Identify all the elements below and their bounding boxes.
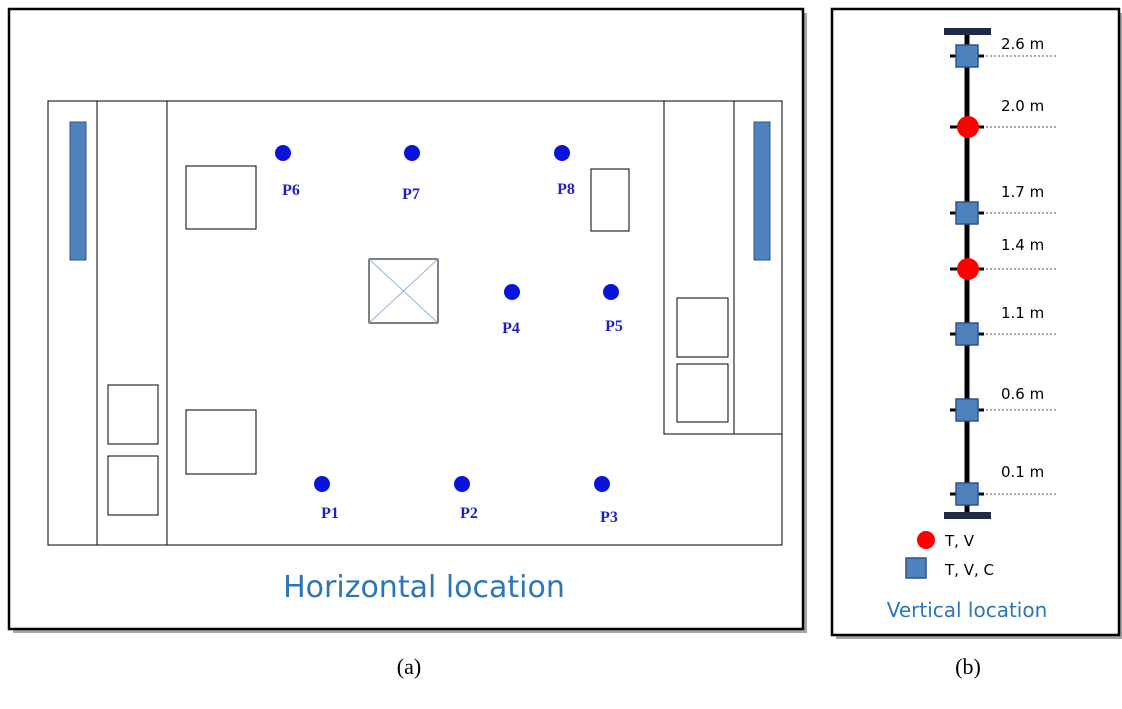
ceiling-diffuser-icon <box>368 258 439 324</box>
point-p5-marker <box>603 284 619 300</box>
panel-a: P1 P2 P3 P4 P5 P6 P7 P8 Horizontal locat… <box>7 7 807 633</box>
subfigure-label-b: (b) <box>955 654 981 679</box>
furniture-box <box>590 168 630 232</box>
point-p6-marker <box>275 145 291 161</box>
sensor-square-marker <box>955 322 979 346</box>
panel-b: 2.6 m 2.0 m 1.7 m 1.4 m 1.1 m 0.6 m 0.1 … <box>830 7 1122 639</box>
sensor-square-marker <box>955 398 979 422</box>
furniture-box <box>185 409 257 475</box>
pole-bottom-cap <box>944 512 991 519</box>
legend-circle-marker <box>917 531 935 549</box>
sensor-square-marker <box>955 482 979 506</box>
sensor-circle-marker <box>957 116 979 138</box>
right-wall-bar <box>753 121 771 261</box>
horizontal-location-caption: Horizontal location <box>283 570 565 605</box>
furniture-box <box>107 384 159 445</box>
height-leader-lines <box>986 55 1058 495</box>
point-p6-label: P6 <box>282 182 300 199</box>
pole-top-cap <box>944 28 991 35</box>
subfigure-label-a: (a) <box>397 654 421 679</box>
panel-b-frame <box>830 7 1121 637</box>
point-p8-marker <box>554 145 570 161</box>
furniture-box <box>107 455 159 516</box>
height-label: 0.1 m <box>1001 463 1044 481</box>
vertical-location-caption: Vertical location <box>887 598 1048 622</box>
sensor-square-marker <box>955 201 979 225</box>
height-label: 1.4 m <box>1001 236 1044 254</box>
sensor-square-marker <box>955 44 979 68</box>
furniture-box <box>185 165 257 230</box>
point-p4-label: P4 <box>502 320 520 337</box>
point-p2-marker <box>454 476 470 492</box>
legend-circle-label: T, V <box>944 532 975 550</box>
height-label: 1.7 m <box>1001 183 1044 201</box>
point-p1-label: P1 <box>321 505 339 522</box>
point-p3-marker <box>594 476 610 492</box>
legend: T, V T, V, C <box>905 531 994 579</box>
height-label: 2.0 m <box>1001 97 1044 115</box>
height-label: 2.6 m <box>1001 35 1044 53</box>
left-wall-bar <box>69 121 87 261</box>
sensor-circle-marker <box>957 258 979 280</box>
point-p8-label: P8 <box>557 181 575 198</box>
point-p3-label: P3 <box>600 509 618 526</box>
legend-square-marker <box>905 557 927 579</box>
height-label: 1.1 m <box>1001 304 1044 322</box>
point-p1-marker <box>314 476 330 492</box>
point-p5-label: P5 <box>605 318 623 335</box>
furniture-box <box>676 363 729 423</box>
legend-square-label: T, V, C <box>944 561 994 579</box>
measurement-points: P1 P2 P3 P4 P5 P6 P7 P8 <box>275 145 623 526</box>
height-label: 0.6 m <box>1001 385 1044 403</box>
point-p4-marker <box>504 284 520 300</box>
point-p7-label: P7 <box>402 186 420 203</box>
point-p7-marker <box>404 145 420 161</box>
furniture-box <box>676 297 729 358</box>
point-p2-label: P2 <box>460 505 478 522</box>
